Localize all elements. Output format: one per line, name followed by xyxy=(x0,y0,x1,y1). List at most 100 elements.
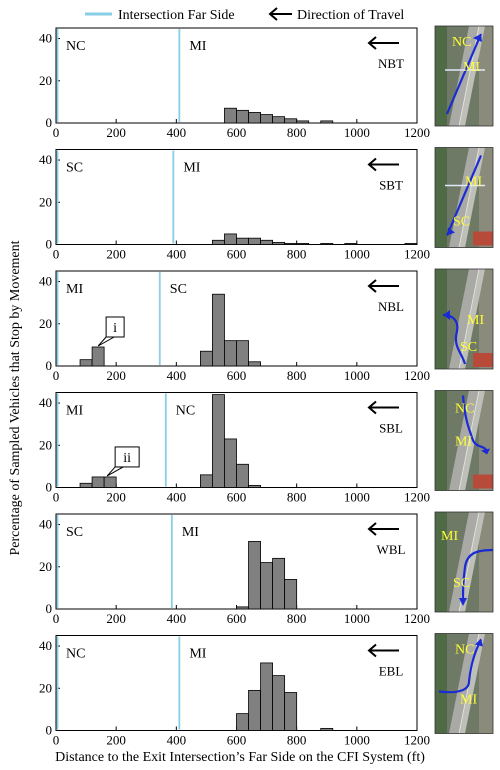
histogram-bar xyxy=(91,476,105,488)
right-intersection-label: MI xyxy=(189,39,206,54)
map-roadway xyxy=(459,512,485,612)
right-intersection-label: MI xyxy=(189,647,206,662)
x-tick-label: 600 xyxy=(227,125,247,140)
map-vegetation xyxy=(435,390,447,491)
direction-of-travel-icon xyxy=(367,522,399,536)
histogram-bar xyxy=(236,463,249,488)
direction-of-travel-icon xyxy=(367,36,399,50)
x-tick-label: 0 xyxy=(53,733,60,748)
route-arrow-icon xyxy=(445,155,483,236)
x-tick-label: 400 xyxy=(167,247,187,262)
x-tick-label: 800 xyxy=(287,368,307,383)
map-buildings xyxy=(479,512,493,612)
route-arrow-icon xyxy=(445,33,483,115)
left-intersection-label: NC xyxy=(66,647,85,662)
movement-label: NBL xyxy=(378,299,404,314)
callout-box xyxy=(105,316,125,338)
map-intersection-label: MI xyxy=(463,60,480,75)
y-tick-label: 20 xyxy=(39,680,52,695)
histogram-bar xyxy=(212,394,225,488)
histogram-bar xyxy=(224,107,237,124)
movement-label: WBL xyxy=(377,542,406,557)
aerial-map-ebl: NC MI xyxy=(434,633,494,734)
map-roadway xyxy=(459,269,485,369)
map-track xyxy=(473,353,493,367)
map-intersection-label: NC xyxy=(455,643,474,658)
histogram-bar xyxy=(260,114,274,124)
map-frame xyxy=(434,511,494,613)
map-vegetation xyxy=(435,633,447,734)
map-intersection-label: MI xyxy=(455,435,472,450)
x-tick-label: 1000 xyxy=(344,490,370,505)
histogram-bar xyxy=(272,675,286,731)
aerial-map-nbl: MI SC xyxy=(434,268,494,370)
histogram-bar xyxy=(320,243,334,245)
map-vegetation xyxy=(435,512,447,612)
map-frame xyxy=(434,633,494,734)
route-arrowhead-icon xyxy=(481,448,490,455)
x-tick-label: 1000 xyxy=(344,125,370,140)
histogram-bar xyxy=(260,662,274,731)
legend-far-side-label: Intersection Far Side xyxy=(118,8,235,23)
map-buildings xyxy=(479,633,493,734)
x-tick-label: 1200 xyxy=(404,611,430,626)
x-tick-label: 600 xyxy=(227,490,247,505)
histogram-bar xyxy=(284,692,298,731)
map-intersection-label: NC xyxy=(452,35,471,50)
map-vegetation xyxy=(435,26,447,126)
x-tick-label: 1000 xyxy=(344,247,370,262)
y-tick-label: 0 xyxy=(46,723,53,738)
x-tick-label: 1200 xyxy=(404,125,430,140)
plot-frame xyxy=(55,513,418,610)
x-tick-label: 1200 xyxy=(404,247,430,262)
x-tick-label: 1000 xyxy=(344,733,370,748)
aerial-map-nbt: NC MI xyxy=(434,25,494,127)
x-tick-label: 200 xyxy=(106,611,126,626)
map-intersection-label: MI xyxy=(441,529,458,544)
x-tick-label: 200 xyxy=(106,368,126,383)
route-arrowhead-icon xyxy=(473,34,482,42)
route-arrowhead-icon xyxy=(475,638,483,647)
histogram-bar xyxy=(248,484,261,488)
right-intersection-label: MI xyxy=(183,161,200,176)
callout-label: ii xyxy=(123,451,131,466)
x-tick-label: 1000 xyxy=(344,368,370,383)
x-tick-label: 600 xyxy=(227,733,247,748)
route-arrow-icon xyxy=(461,395,489,453)
histogram-bar xyxy=(272,557,286,610)
map-frame xyxy=(434,25,494,127)
map-roadway xyxy=(449,390,479,491)
x-tick-label: 0 xyxy=(53,490,60,505)
x-tick-label: 800 xyxy=(287,125,307,140)
movement-label: EBL xyxy=(379,664,404,679)
map-vegetation xyxy=(435,269,447,369)
map-intersection-label: SC xyxy=(453,576,470,591)
y-tick-label: 0 xyxy=(46,358,53,373)
y-tick-label: 20 xyxy=(39,316,52,331)
histogram-bar xyxy=(272,241,286,245)
histogram-bar xyxy=(236,713,249,731)
direction-of-travel-icon xyxy=(367,279,399,293)
left-intersection-label: SC xyxy=(66,161,83,176)
map-frame xyxy=(434,147,494,248)
x-tick-label: 0 xyxy=(53,247,60,262)
x-tick-label: 0 xyxy=(53,611,60,626)
x-tick-label: 800 xyxy=(287,247,307,262)
map-lane-line xyxy=(458,25,480,127)
movement-label: SBL xyxy=(379,421,403,436)
route-arrowhead-icon xyxy=(447,227,455,236)
x-tick-label: 400 xyxy=(167,368,187,383)
histogram-bar xyxy=(236,237,249,245)
callout-box xyxy=(114,446,140,468)
direction-of-travel-icon xyxy=(367,400,399,415)
aerial-map-sbl: NC MI xyxy=(434,390,494,491)
histogram-bar xyxy=(284,579,298,610)
histogram-bar xyxy=(248,237,261,245)
histogram-bar xyxy=(236,340,249,367)
y-tick-label: 20 xyxy=(39,437,52,452)
histogram-bar xyxy=(320,727,334,731)
